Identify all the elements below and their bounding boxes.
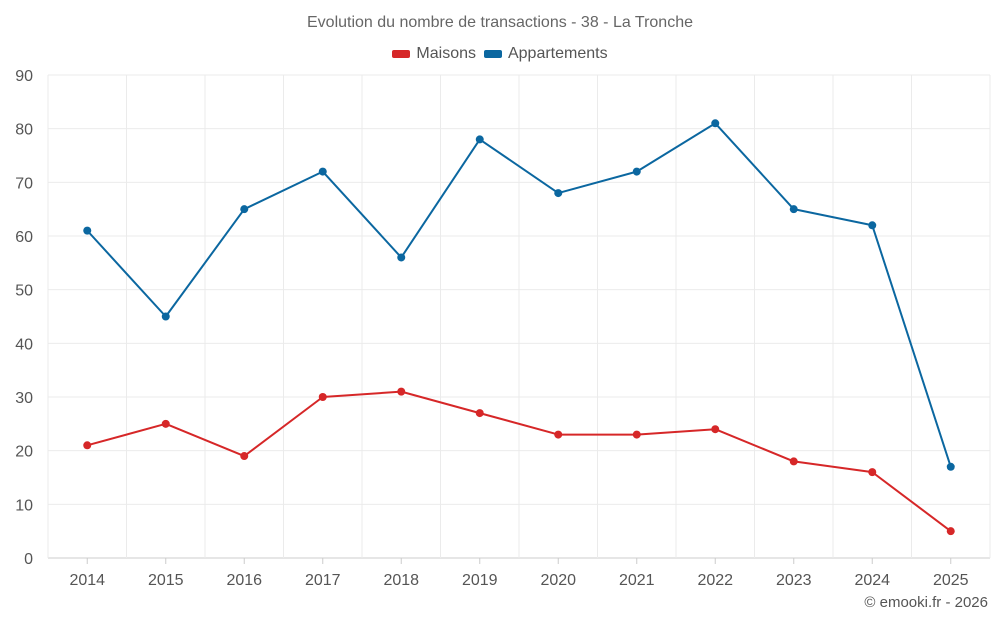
legend-label-appartements: Appartements [507,45,608,62]
x-tick-label: 2017 [305,572,341,589]
series-line-appartements [86,122,952,468]
data-point-appartements [397,253,406,262]
data-point-maisons [161,419,170,428]
data-point-maisons [240,452,249,461]
x-tick-label: 2024 [854,572,890,589]
data-point-appartements [83,226,92,235]
legend-item-maisons[interactable]: Maisons [392,45,476,63]
x-tick-label: 2023 [776,572,812,589]
y-tick-label: 10 [15,497,33,514]
data-point-appartements [632,167,641,176]
data-point-maisons [789,457,798,466]
x-tick-label: 2014 [69,572,105,589]
y-tick-label: 50 [15,283,33,300]
x-tick-label: 2020 [540,572,576,589]
x-tick-label: 2025 [933,572,969,589]
x-tick-label: 2018 [383,572,419,589]
data-point-maisons [318,393,327,401]
x-tick-label: 2015 [148,572,184,589]
y-tick-label: 20 [15,444,33,461]
data-point-appartements [475,135,484,144]
data-point-maisons [711,425,720,434]
legend-swatch-appartements [483,50,502,58]
x-tick-label: 2022 [697,572,733,589]
chart-title: Evolution du nombre de transactions - 38… [307,14,693,31]
x-tick-label: 2021 [619,572,655,589]
data-point-appartements [554,189,563,198]
credit-text: © emooki.fr - 2026 [864,594,988,611]
data-point-appartements [711,119,720,128]
x-tick-label: 2019 [462,572,498,589]
data-point-maisons [397,387,406,396]
data-point-maisons [632,430,641,439]
legend: Maisons Appartements [0,45,1000,63]
data-point-maisons [946,527,955,536]
y-tick-label: 80 [15,122,33,139]
series-line-maisons [86,390,952,532]
data-point-maisons [475,409,484,418]
y-tick-label: 70 [15,175,33,192]
data-point-appartements [318,167,327,176]
data-point-maisons [554,430,563,439]
data-point-appartements [789,205,798,214]
legend-item-appartements[interactable]: Appartements [483,45,608,63]
legend-label-maisons: Maisons [416,45,476,62]
x-tick-label: 2016 [226,572,262,589]
y-tick-label: 0 [24,551,33,568]
y-tick-label: 60 [15,229,33,246]
y-tick-label: 90 [15,68,33,85]
data-point-appartements [946,462,955,471]
data-point-maisons [868,468,877,477]
y-tick-label: 40 [15,336,33,353]
data-point-maisons [83,441,92,450]
y-tick-label: 30 [15,390,33,407]
data-point-appartements [240,205,249,214]
data-point-appartements [868,221,877,230]
data-point-appartements [161,312,170,321]
legend-swatch-maisons [392,50,411,58]
